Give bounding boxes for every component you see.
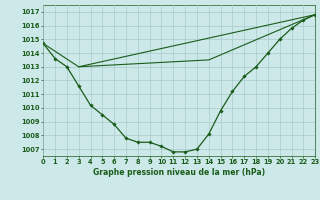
X-axis label: Graphe pression niveau de la mer (hPa): Graphe pression niveau de la mer (hPa) [93,168,265,177]
